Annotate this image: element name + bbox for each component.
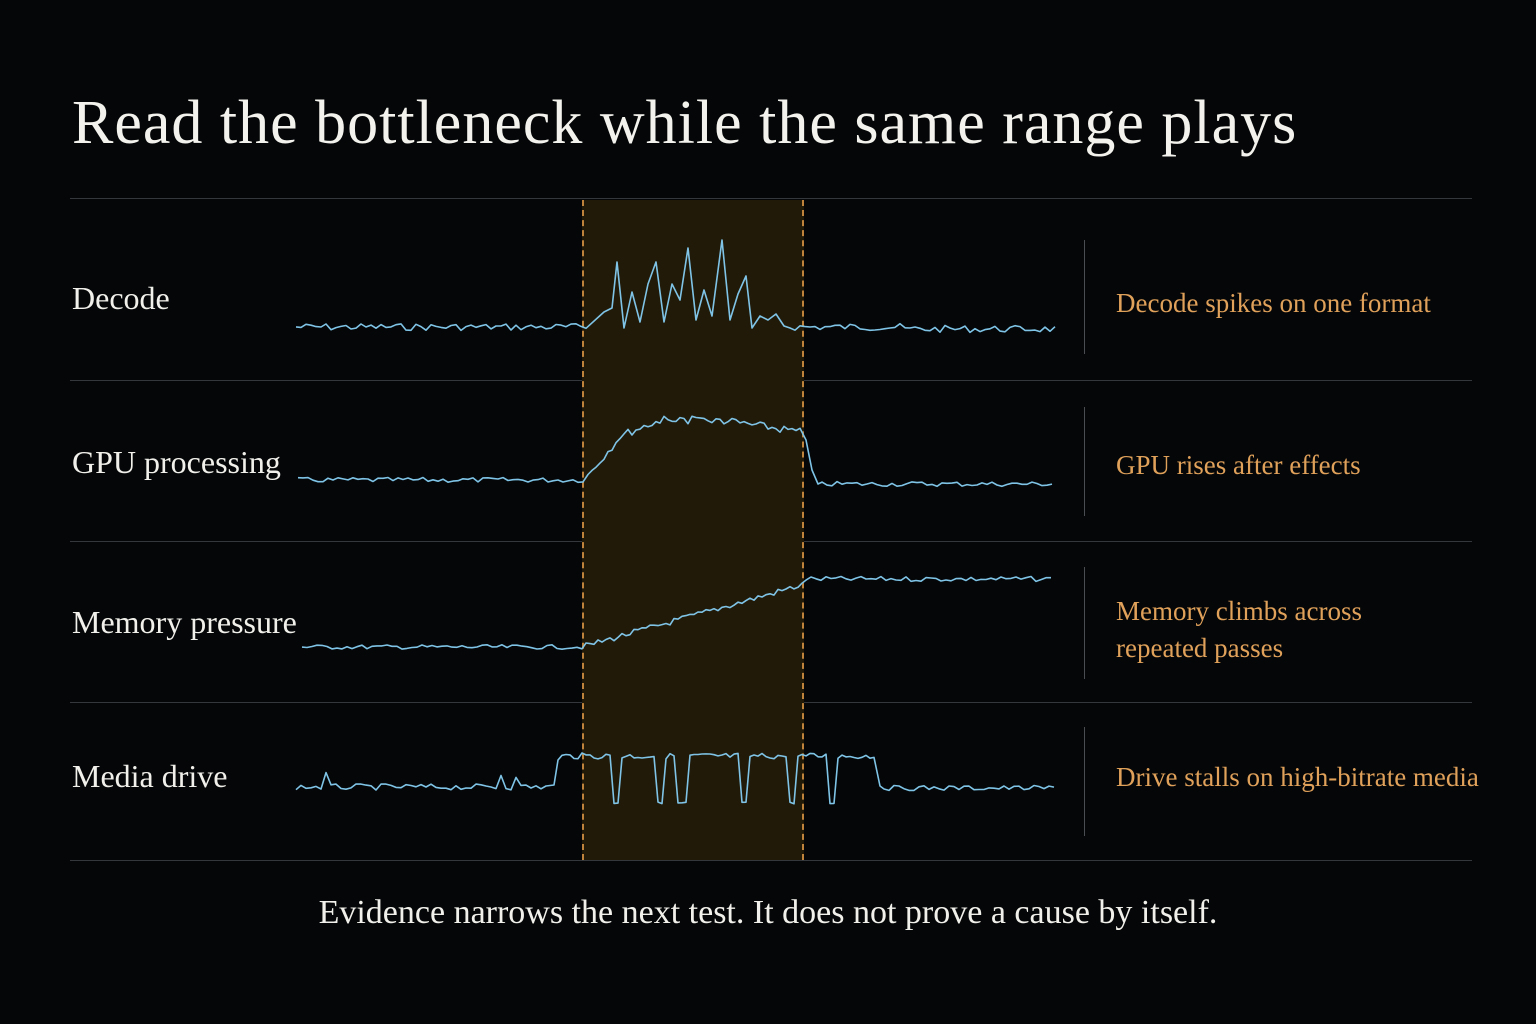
note-divider — [1084, 407, 1085, 516]
note-divider — [1084, 240, 1085, 354]
note-line: GPU rises after effects — [1116, 450, 1361, 480]
note-divider — [1084, 567, 1085, 679]
note-line: Decode spikes on one format — [1116, 288, 1431, 318]
note-line: repeated passes — [1116, 633, 1284, 663]
note-line: Memory climbs across — [1116, 596, 1362, 626]
top-divider — [70, 198, 1472, 199]
note-memory: Memory climbs across repeated passes — [1116, 593, 1362, 667]
note-divider — [1084, 727, 1085, 836]
media-drive-trace — [295, 752, 1055, 805]
decode-trace — [295, 239, 1056, 334]
gpu-trace — [297, 415, 1053, 488]
playback-range-highlight — [582, 200, 804, 860]
bottom-divider — [70, 860, 1472, 861]
note-gpu: GPU rises after effects — [1116, 447, 1361, 484]
row-label-decode: Decode — [72, 280, 170, 316]
note-line: Drive stalls on high-bitrate media — [1116, 762, 1479, 792]
note-decode: Decode spikes on one format — [1116, 285, 1431, 322]
row-label-memory: Memory pressure — [72, 604, 297, 640]
page-title: Read the bottleneck while the same range… — [72, 89, 1298, 157]
row-label-media-drive: Media drive — [72, 758, 228, 794]
row-label-gpu: GPU processing — [72, 444, 281, 480]
note-media-drive: Drive stalls on high-bitrate media — [1116, 759, 1479, 796]
footer-caption: Evidence narrows the next test. It does … — [318, 894, 1218, 931]
memory-trace — [301, 575, 1051, 651]
